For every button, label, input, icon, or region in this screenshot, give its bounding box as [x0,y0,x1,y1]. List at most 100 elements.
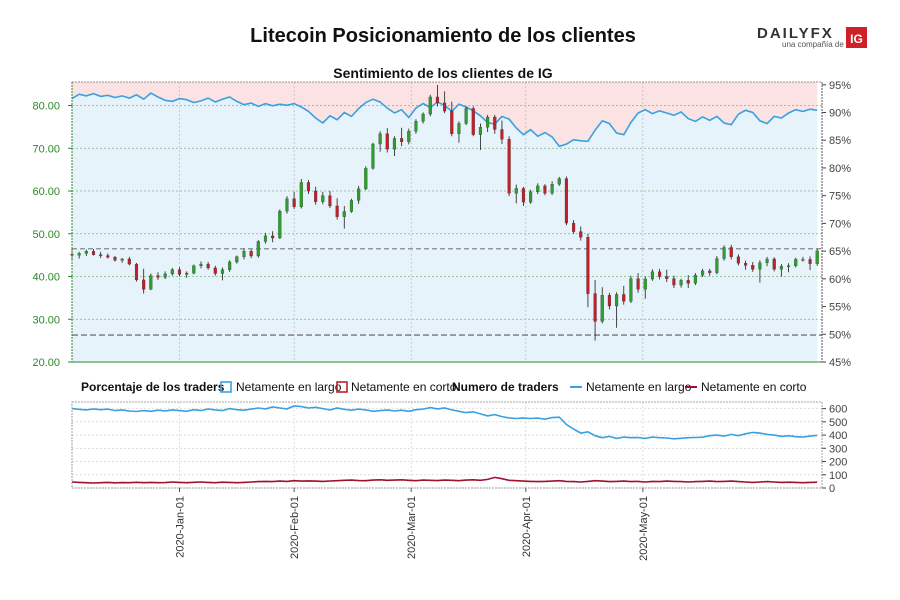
y-left-tick-label: 30.00 [32,314,60,326]
candle [414,119,418,134]
candle-body [665,276,669,279]
candle-body [450,110,454,134]
candle-body [550,184,554,194]
candle [299,179,303,209]
candle [292,191,296,209]
candle-body [314,190,318,202]
candle [206,261,210,270]
candle-body [392,138,397,150]
y-tick-label: 500 [829,417,847,429]
candle-body [679,280,683,286]
legend-pct-short: Netamente en corto [351,380,457,394]
candle [328,191,332,209]
candle-body [607,295,611,307]
candle-body [292,198,296,207]
candle-body [285,198,289,212]
x-tick-label: 2020-Jan-01 [174,496,186,558]
candle-body [134,263,139,281]
candle [622,285,626,305]
legend-pct-title: Porcentaje de los traders [81,380,225,394]
candle [722,245,726,261]
candle [615,292,619,328]
candle-body [536,185,540,193]
candle [134,262,139,282]
candle [808,256,812,271]
candle-body [99,254,103,256]
candle [514,184,518,204]
candle-body [299,182,303,207]
y-right-tick-label: 55% [829,302,851,314]
candle-body [636,278,640,290]
y-tick-label: 0 [829,483,835,495]
candle-body [615,294,619,307]
candle [185,271,189,278]
candle [357,185,361,204]
logo-subtext: una compañía de [782,40,844,49]
candle-body [464,108,468,124]
candle [794,257,798,268]
candle [650,269,654,281]
candle [787,263,791,273]
candle [428,94,432,117]
x-tick-label: 2020-Mar-01 [406,496,418,559]
candle-body [471,108,475,135]
candle [177,267,182,277]
candle [285,196,289,214]
candle-body [765,258,769,263]
candle [765,256,769,267]
candle [77,251,81,259]
y-tick-label: 300 [829,443,847,455]
candle [643,276,647,299]
candle-body [235,256,239,263]
candle [543,184,547,196]
candle [192,264,196,275]
candle-body [256,241,260,257]
candle [106,253,110,259]
candle [715,255,719,275]
candle-body [163,273,167,278]
y-left-tick-label: 50.00 [32,229,60,241]
candle-body [220,269,225,274]
candle-body [206,263,210,269]
candle [149,273,153,291]
x-tick-label: 2020-Feb-01 [289,496,301,559]
candle [349,198,354,213]
candle-body [271,235,275,239]
candle-body [507,139,511,194]
candle [249,249,253,259]
candle-body [744,263,748,266]
candle-body [357,188,361,201]
candle [306,179,311,194]
candle [84,249,88,256]
candle [536,183,540,194]
dailyfx-logo: DAILYFX una compañía de IG [757,25,867,49]
candle-body [722,247,726,259]
candle [113,255,117,262]
candle-body [658,271,662,277]
candle-body [593,293,597,322]
candle [751,261,755,272]
y-left-tick-label: 20.00 [32,357,60,369]
y-right-tick-label: 80% [829,163,851,175]
x-tick-label: 2020-Apr-01 [521,496,533,557]
candle-body [543,185,547,194]
candle-body [435,96,439,104]
candle [213,265,217,276]
candle [342,205,346,229]
candle-body [321,195,325,202]
legend-pct-long: Netamente en largo [236,380,342,394]
ig-badge-label: IG [850,32,863,46]
candle-body [564,178,568,224]
candle-body [371,143,375,169]
candle-body [149,275,153,290]
candle [435,84,439,107]
candle-body [84,251,88,254]
candle-body [478,127,482,135]
candle [392,136,397,156]
candle [779,264,783,277]
candle-body [306,182,311,192]
candle [579,226,583,241]
candle-body [579,231,583,238]
legend-num-short: Netamente en corto [701,380,807,394]
chart-title: Litecoin Posicionamiento de los clientes [250,25,636,47]
